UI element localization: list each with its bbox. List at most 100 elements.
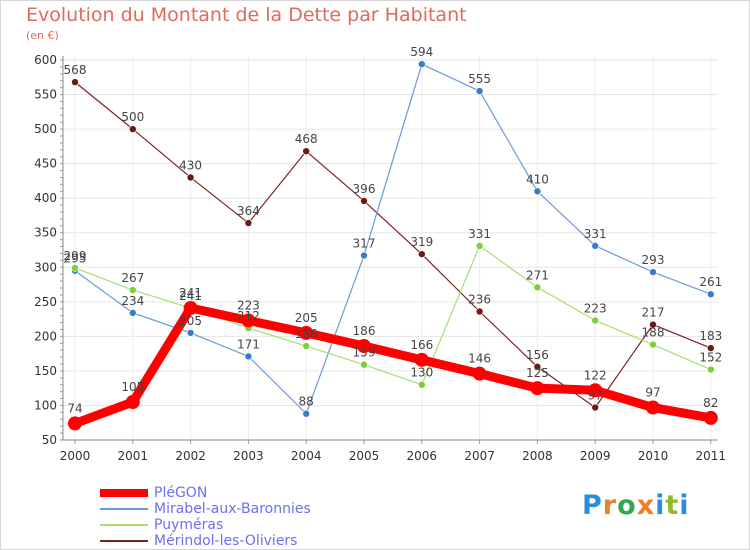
data-label: 293: [642, 253, 665, 267]
x-tick-label: 2000: [60, 449, 91, 463]
y-tick-label: 250: [34, 295, 57, 309]
data-point: [302, 147, 311, 155]
logo-letter: i: [679, 490, 690, 521]
data-point: [183, 301, 198, 316]
x-tick-label: 2007: [464, 449, 495, 463]
data-point: [475, 307, 484, 316]
data-point: [649, 340, 657, 349]
data-label: 159: [353, 346, 376, 360]
data-point: [68, 416, 82, 431]
data-point: [591, 403, 600, 412]
data-label: 299: [64, 249, 87, 263]
data-point: [417, 60, 426, 68]
data-label: 212: [237, 309, 260, 323]
data-point: [475, 242, 484, 250]
x-tick-label: 2005: [349, 449, 380, 463]
data-label: 500: [121, 110, 144, 124]
legend-swatch-mirabel: [100, 508, 148, 510]
data-point: [414, 352, 429, 367]
data-point: [703, 410, 718, 425]
data-point: [533, 362, 542, 371]
data-point: [360, 251, 368, 260]
data-point: [360, 360, 368, 369]
data-point: [129, 125, 137, 133]
logo-letter: r: [602, 490, 618, 521]
y-tick-label: 450: [34, 157, 57, 171]
data-label: 241: [179, 289, 202, 303]
x-tick-label: 2010: [638, 449, 669, 463]
data-label: 568: [64, 63, 87, 77]
logo-letter: o: [617, 490, 637, 521]
data-label: 594: [410, 45, 433, 59]
data-label: 236: [468, 292, 491, 306]
legend-label-merindol: Mérindol-les-Oliviers: [154, 533, 298, 549]
legend-label-plegon: PléGON: [154, 485, 208, 501]
data-point: [475, 87, 484, 95]
data-label: 146: [468, 352, 491, 366]
data-point: [706, 344, 715, 352]
chart-subtitle: (en €): [26, 29, 59, 42]
data-label: 261: [699, 275, 722, 289]
data-point: [241, 313, 256, 328]
data-label: 82: [703, 396, 718, 410]
y-tick-label: 100: [34, 398, 57, 412]
series-line-3: [70, 303, 716, 428]
logo-letter: i: [655, 490, 666, 521]
data-point: [357, 339, 371, 354]
data-point: [186, 173, 195, 182]
data-point: [646, 400, 660, 415]
data-point: [244, 219, 253, 227]
data-point: [125, 395, 140, 409]
y-tick-label: 300: [34, 260, 57, 274]
data-label: 97: [645, 386, 660, 400]
y-tick-label: 600: [34, 53, 57, 67]
legend-item-mirabel: Mirabel-aux-Baronnies: [100, 501, 311, 517]
data-label: 364: [237, 204, 260, 218]
logo-letter: x: [636, 490, 656, 521]
data-label: 223: [237, 298, 260, 312]
data-label: 410: [526, 172, 549, 186]
data-label: 171: [237, 337, 260, 351]
data-label: 105: [121, 380, 144, 394]
data-label: 468: [295, 132, 318, 146]
data-point: [706, 365, 715, 374]
data-label: 122: [584, 368, 607, 382]
data-point: [530, 381, 545, 396]
data-label: 555: [468, 72, 491, 86]
data-label: 205: [179, 314, 202, 328]
y-tick-label: 500: [34, 122, 57, 136]
x-tick-label: 2011: [696, 449, 727, 463]
data-label: 156: [526, 348, 549, 362]
data-label: 183: [699, 329, 722, 343]
data-label: 166: [410, 338, 433, 352]
data-point: [129, 286, 137, 294]
data-label: 217: [642, 306, 665, 320]
y-tick-label: 50: [42, 433, 57, 447]
legend-swatch-plegon: [100, 489, 148, 497]
legend-swatch-puymeras: [100, 524, 148, 526]
y-tick-label: 400: [34, 191, 57, 205]
legend-item-merindol: Mérindol-les-Oliviers: [100, 533, 311, 549]
data-label: 186: [295, 327, 318, 341]
data-point: [533, 187, 542, 196]
data-label: 188: [642, 326, 665, 340]
data-point: [244, 352, 253, 361]
x-tick-label: 2003: [233, 449, 264, 463]
data-label: 271: [526, 268, 549, 282]
legend-item-puymeras: Puyméras: [100, 517, 311, 533]
data-point: [299, 325, 314, 340]
proxiti-logo: Proxiti: [582, 490, 690, 521]
data-label: 88: [299, 395, 314, 409]
data-point: [649, 268, 657, 276]
x-tick-label: 2009: [580, 449, 611, 463]
data-point: [588, 383, 603, 398]
data-point: [417, 250, 426, 258]
legend-swatch-merindol: [100, 540, 148, 542]
data-label: 241: [179, 286, 202, 300]
data-label: 186: [353, 324, 376, 338]
data-label: 234: [121, 294, 144, 308]
data-point: [129, 309, 137, 317]
data-label: 223: [584, 301, 607, 315]
legend-label-puymeras: Puyméras: [154, 517, 224, 533]
